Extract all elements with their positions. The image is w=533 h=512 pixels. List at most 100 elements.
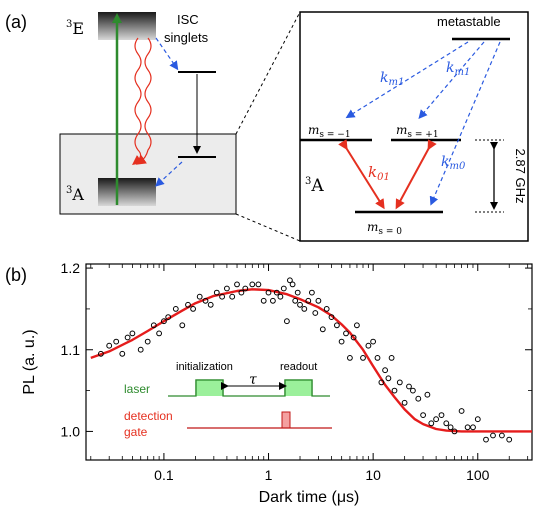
x-tick-label: 100 [466,467,490,483]
panel-b-label: (b) [5,265,27,285]
y-axis-label: PL (a. u.) [21,329,38,394]
data-point [224,285,230,292]
data-point [113,338,120,345]
inset-3A-label: 3A [305,176,324,196]
data-point [161,318,167,325]
zoom-line-bottom [235,213,301,242]
data-point [242,285,249,292]
data-point [438,412,445,419]
k-m1-right-label: km1 [446,60,470,78]
data-point [319,326,326,333]
k01-right-arrow [395,139,437,210]
data-point [255,281,262,288]
data-point [410,387,416,394]
pl-chart: 0.1 1 10 100 1.0 1.1 1.2 Dark time (μs) PL (a.… [21,260,533,506]
data-point [179,322,186,329]
data-point [350,334,357,341]
data-point [265,289,272,296]
data-point [365,342,372,349]
detection-label-line1: detection [124,409,173,423]
data-point [343,330,349,337]
data-point [458,408,465,414]
y-tick-label: 1.0 [61,423,81,439]
data-point [443,420,450,427]
data-point [207,301,214,308]
data-point [474,416,481,423]
isc-label-line1: ISC [177,12,199,27]
data-point [249,281,256,288]
data-point [360,355,366,361]
data-point [301,306,308,312]
data-point [334,322,340,329]
data-point [391,387,398,394]
data-point [428,420,435,427]
data-point [213,289,220,296]
zoom-line-top [235,11,301,135]
data-point [273,289,280,296]
panel-b: (b) 0.1 1 10 100 1.0 1.1 1.2 Dark time (μs) PL… [5,260,533,506]
splitting-label: 2.87 GHz [513,149,528,204]
data-point [119,350,126,357]
level-3A-label: 3A [66,185,84,204]
data-point [150,322,157,329]
data-point [447,424,454,431]
data-point [284,318,290,325]
data-point [185,301,191,308]
k01-left-arrow [338,139,385,210]
data-point [289,281,296,288]
data-point [433,416,440,423]
data-point [234,281,240,288]
readout-pulse [285,380,312,396]
data-point [451,428,458,435]
data-point [328,314,335,321]
data-point [260,297,267,304]
data-point [315,297,322,304]
data-point [124,334,131,341]
data-point [190,306,197,312]
emission-wave-1 [132,37,144,166]
data-point [229,293,236,300]
plot-frame [85,263,533,461]
data-point [292,297,299,304]
ms-plus1-label: ms = +1 [396,123,439,140]
x-tick-label: 1 [265,467,273,483]
data-point [354,322,360,329]
data-point [277,293,284,300]
data-point [165,314,172,321]
data-point [385,375,392,382]
panel-a-label: (a) [5,12,27,32]
data-point [287,277,293,284]
metastable-label: metastable [437,14,501,29]
isc-arrow-out [155,161,183,187]
data-point [370,338,377,345]
inset-frame [299,11,529,242]
data-point [238,289,245,296]
excited-level-3E [98,12,156,40]
data-point [323,306,330,312]
detection-gate-pulse [281,411,291,429]
data-point [129,330,136,337]
fit-curve [90,288,532,433]
level-3E-label: 3E [66,19,84,38]
data-points-group [98,277,513,443]
data-point [388,355,395,361]
data-point [144,338,151,345]
data-point [294,289,301,296]
k-m1-left-arrow [345,41,469,119]
data-point [401,399,408,406]
x-tick-label: 10 [365,467,381,483]
data-point [309,289,315,296]
k01-label: k01 [368,163,390,183]
data-point [270,297,276,304]
isc-label-line2: singlets [164,30,209,45]
data-point [156,330,163,337]
data-point [378,379,385,386]
data-point [219,293,226,300]
data-point [396,379,403,386]
data-point [483,436,489,443]
data-point [374,355,381,361]
data-point [464,424,471,431]
data-point [297,301,303,308]
ms-minus1-label: ms = −1 [308,123,351,140]
